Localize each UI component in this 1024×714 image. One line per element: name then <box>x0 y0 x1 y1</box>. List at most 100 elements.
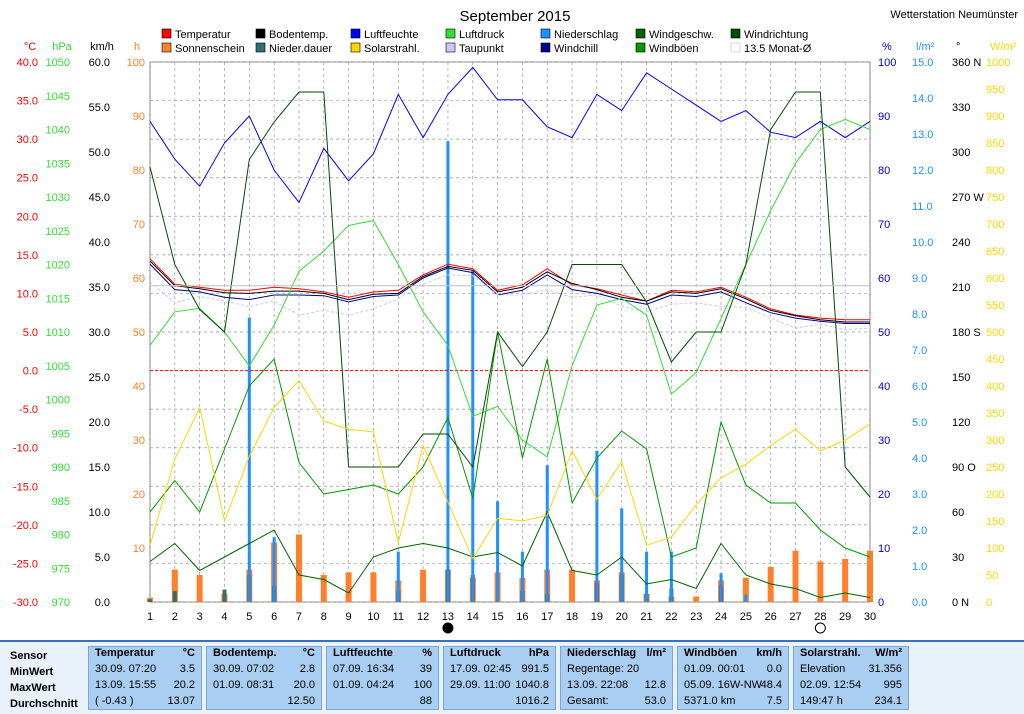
stats-min-value: 3.5 <box>179 663 195 675</box>
legend-label: Temperatur <box>175 29 231 41</box>
bar-sonnenschein <box>867 550 873 602</box>
x-tick-label: 1 <box>147 611 153 623</box>
axis-tick-humidity: 90 <box>878 111 890 123</box>
axis-tick-humidity: 100 <box>878 57 896 69</box>
stats-min-value: 31.356 <box>868 663 902 675</box>
stats-row: Gesamt: 53.0 <box>567 695 666 709</box>
bar-niederdauer <box>222 589 227 602</box>
stats-max-value: 12.8 <box>644 679 666 691</box>
axis-tick-temperature: 5.0 <box>23 327 38 339</box>
stats-min-value: 39 <box>419 663 432 675</box>
bar-niederschlag <box>396 551 400 602</box>
stats-row: 29.09. 11:00 1040.8 <box>450 679 549 693</box>
axis-tick-humidity: 40 <box>878 381 890 393</box>
axis-unit-hours: h <box>134 41 140 53</box>
legend-label: Bodentemp. <box>269 29 328 41</box>
axis-tick-precip: 4.0 <box>912 453 927 465</box>
axis-unit-pressure: hPa <box>52 41 72 53</box>
stats-avg-value: 88 <box>419 695 432 707</box>
axis-tick-humidity: 10 <box>878 543 890 555</box>
stats-max-time: 29.09. 11:00 <box>450 679 511 691</box>
x-tick-label: 27 <box>789 611 801 623</box>
axis-tick-solar: 350 <box>986 408 1004 420</box>
stats-min-time: 01.09. 00:01 <box>684 663 746 675</box>
bar-niederschlag <box>496 501 500 602</box>
axis-unit-temperature: °C <box>24 41 36 53</box>
axis-tick-humidity: 60 <box>878 273 890 285</box>
axis-tick-temperature: 0.0 <box>23 366 38 378</box>
axis-tick-temperature: -5.0 <box>19 404 38 416</box>
axis-tick-direction: 120 <box>952 417 970 429</box>
stats-row: Windböen km/h <box>684 647 782 661</box>
axis-tick-solar: 1000 <box>986 57 1010 69</box>
stats-avg-time: 149:47 h <box>800 695 843 707</box>
axis-tick-solar: 50 <box>986 570 998 582</box>
stats-header: Luftfeuchte <box>333 647 393 659</box>
axis-tick-temperature: 25.0 <box>17 173 38 185</box>
legend-swatch <box>730 42 741 53</box>
stats-header: Niederschlag <box>567 647 637 659</box>
axis-tick-solar: 950 <box>986 84 1004 96</box>
bar-sonnenschein <box>370 572 377 602</box>
weather-chart: 1 2 3 4 5 6 7 8 9 10 11 12 13 14 15 16 17 18 19 20 21 22 23 24 2… <box>13 8 1018 634</box>
stats-row: Regentage: 20 <box>567 663 666 677</box>
legend-label: Windchill <box>554 43 598 55</box>
stats-unit: hPa <box>528 647 549 659</box>
axis-unit-humidity: % <box>882 41 892 53</box>
bar-niederschlag <box>247 317 251 602</box>
stats-min-time: Elevation <box>800 663 846 675</box>
stats-row: 13.09. 22:08 12.8 <box>567 679 666 693</box>
axis-tick-direction: 0 N <box>952 597 969 609</box>
stats-row: Luftdruck hPa <box>450 647 549 661</box>
x-tick-label: 5 <box>246 611 252 623</box>
axis-tick-pressure: 985 <box>52 496 70 508</box>
bar-sonnenschein <box>320 575 327 602</box>
stats-column-luftfeuchte: Luftfeuchte% 07.09. 16:34 39 01.09. 04:24 10… <box>326 646 439 710</box>
axis-tick-wind: 45.0 <box>89 192 110 204</box>
x-tick-label: 23 <box>690 611 702 623</box>
axis-tick-solar: 500 <box>986 327 1004 339</box>
stats-max-value: 1040.8 <box>515 679 549 691</box>
stats-avg-time: ( -0.43 ) <box>95 695 134 707</box>
bar-niederschlag <box>620 508 624 602</box>
bar-sonnenschein <box>817 561 824 602</box>
stats-column-solarstrahl: Solarstrahl. W/m² Elevation 31.356 02.09. 12… <box>793 646 909 710</box>
axis-tick-humidity: 20 <box>878 489 890 501</box>
bar-niederschlag <box>719 573 723 602</box>
x-tick-label: 16 <box>516 611 528 623</box>
legend-swatch <box>540 28 551 39</box>
stats-column-windben: Windböen km/h 01.09. 00:01 0.0 05.09. 16W-NW… <box>677 646 789 710</box>
x-tick-label: 18 <box>566 611 578 623</box>
bar-sonnenschein <box>295 534 302 602</box>
bar-niederschlag <box>471 270 475 602</box>
axis-tick-hours: 60 <box>133 273 145 285</box>
bar-sonnenschein <box>742 577 749 602</box>
stats-row: ( -0.43 ) 13.07 <box>95 695 195 709</box>
axis-tick-solar: 600 <box>986 273 1004 285</box>
new-moon-icon <box>814 622 826 634</box>
stats-unit: l/m² <box>646 647 666 659</box>
x-tick-label: 28 <box>814 611 826 623</box>
axis-tick-direction: 90 O <box>952 462 976 474</box>
axis-tick-precip: 7.0 <box>912 345 927 357</box>
stats-unit: °C <box>182 647 195 659</box>
bar-niederschlag <box>446 141 450 602</box>
stats-column-temperatur: Temperatur °C 30.09. 07:20 3.5 13.09. 15:55 2… <box>88 646 202 710</box>
series-line-bodentemp <box>149 260 870 323</box>
axis-tick-precip: 15.0 <box>912 57 933 69</box>
bar-sonnenschein <box>420 569 427 602</box>
stats-column-niederschlag: Niederschlag l/m² Regentage: 20 13.09. 22:0… <box>560 646 673 710</box>
stats-row: Solarstrahl. W/m² <box>800 647 902 661</box>
legend-swatch <box>445 42 456 53</box>
axis-tick-direction: 240 <box>952 237 970 249</box>
series-line-luftfeuchte <box>149 66 871 204</box>
stats-max-time: 05.09. 16W-NW <box>684 679 763 691</box>
stats-avg-time: 5371.0 km <box>684 695 736 707</box>
axis-tick-temperature: 40.0 <box>17 57 38 69</box>
axis-tick-hours: 40 <box>133 381 145 393</box>
axis-tick-hours: 80 <box>133 165 145 177</box>
station-name: Wetterstation Neumünster <box>890 9 1018 21</box>
bar-sonnenschein <box>196 575 203 602</box>
x-tick-label: 21 <box>640 611 652 623</box>
axis-tick-pressure: 980 <box>52 530 70 542</box>
